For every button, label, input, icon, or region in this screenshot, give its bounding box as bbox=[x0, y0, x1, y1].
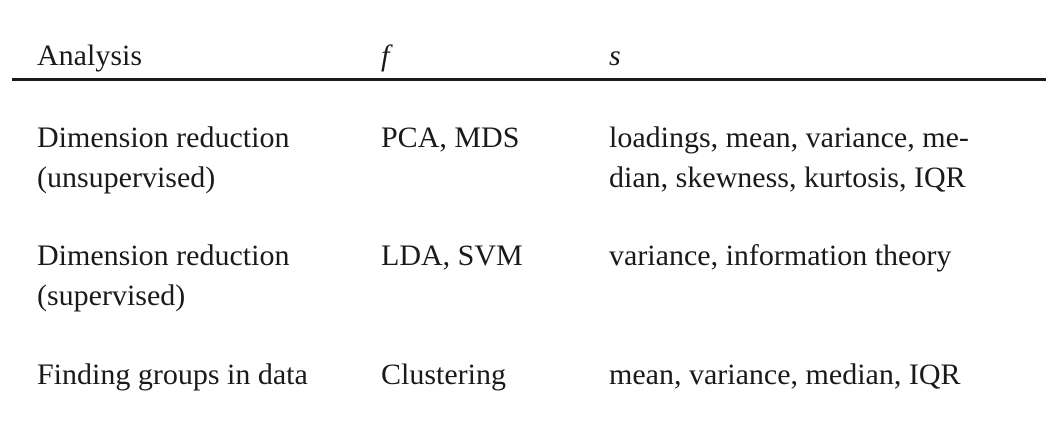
table-row-3-s: mean, variance, median, IQR bbox=[609, 358, 961, 391]
word: variance, bbox=[805, 121, 915, 154]
word: mean, bbox=[725, 121, 799, 154]
table-row-2-analysis: Dimension reduction (supervised) bbox=[37, 236, 330, 316]
table-row-1-analysis-line2: (unsupervised) bbox=[37, 161, 216, 194]
word: me- bbox=[922, 121, 969, 154]
table-row-1-s-line2: dian, skewness, kurtosis, IQR bbox=[609, 161, 966, 194]
word: reduction bbox=[176, 239, 290, 272]
header-f: f bbox=[381, 39, 390, 72]
table-row-1-s-line1: loadings, mean, variance, me- bbox=[609, 118, 1001, 158]
word: loadings, bbox=[609, 121, 719, 154]
word: Dimension bbox=[37, 121, 169, 154]
header-analysis: Analysis bbox=[37, 39, 142, 72]
word: reduction bbox=[176, 121, 290, 154]
table-row-2-analysis-line1: Dimension reduction bbox=[37, 236, 330, 276]
table-row-3-f: Clustering bbox=[381, 358, 506, 391]
table-row-1-analysis: Dimension reduction (unsupervised) bbox=[37, 118, 330, 198]
table-row-2-analysis-line2: (supervised) bbox=[37, 279, 186, 312]
table-row-2-s: variance, information theory bbox=[609, 239, 952, 272]
table-row-1-analysis-line1: Dimension reduction bbox=[37, 118, 330, 158]
table-row-1-f: PCA, MDS bbox=[381, 121, 520, 154]
table-row-2-f: LDA, SVM bbox=[381, 239, 523, 272]
table-row-3-analysis: Finding groups in data bbox=[37, 358, 308, 391]
table-row-1-s: loadings, mean, variance, me- dian, skew… bbox=[609, 118, 1001, 198]
header-rule bbox=[12, 78, 1046, 81]
word: Dimension bbox=[37, 239, 169, 272]
header-s: s bbox=[609, 39, 621, 72]
